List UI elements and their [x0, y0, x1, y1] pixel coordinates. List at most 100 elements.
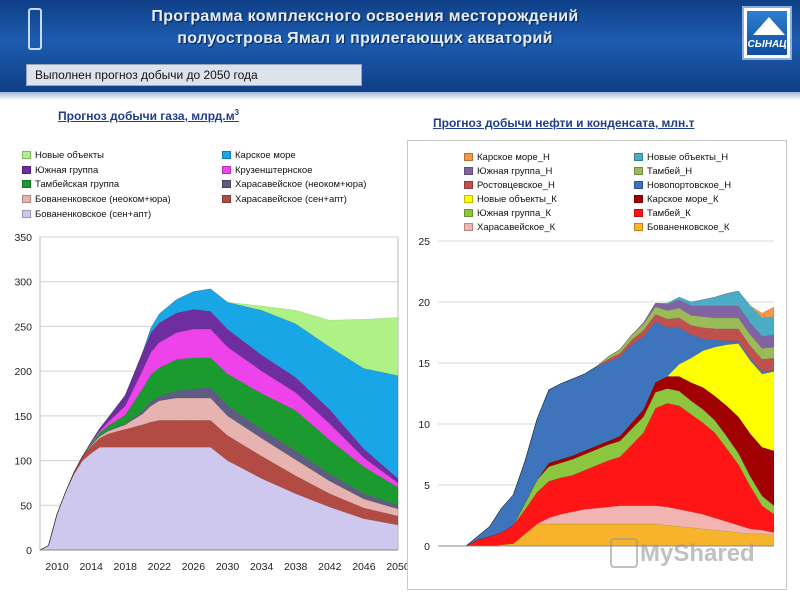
watermark: MyShared [640, 540, 755, 567]
oil-chart: 0 5 10 15 20 25 [418, 236, 775, 553]
legend-label: Новые объекты [35, 150, 105, 161]
legend-label: Новопортовское_Н [647, 180, 732, 191]
gas-x-tick: 2050 [386, 561, 410, 573]
legend-item: Южная группа_К [464, 208, 551, 220]
legend-swatch [634, 209, 643, 217]
logo-mountain-icon [753, 17, 785, 35]
legend-item: Новые объекты_Н [634, 152, 728, 164]
gas-chart-title: Прогноз добычи газа, млрд.м3 [58, 108, 239, 123]
oil-area-5 [454, 343, 775, 547]
page-title: Программа комплексного освоения месторож… [60, 6, 670, 50]
gas-y-tick: 300 [14, 277, 32, 289]
legend-swatch [222, 195, 231, 204]
oil-y-tick: 20 [418, 297, 430, 309]
oil-y-tick: 15 [418, 358, 430, 370]
legend-item: Харасавейское (сен+апт) [222, 194, 347, 206]
company-logo: СЫНАЦ [742, 6, 792, 60]
legend-label: Харасавейское (сен+апт) [235, 194, 347, 206]
header-band [0, 92, 800, 100]
oil-chart-panel: Карское море_Н Новые объекты_Н Южная групп… [407, 140, 787, 590]
legend-swatch [464, 167, 473, 175]
oil-area-8 [454, 306, 775, 547]
legend-item: Новопортовское_Н [634, 180, 731, 192]
forecast-banner: Выполнен прогноз добычи до 2050 года [26, 64, 362, 86]
legend-label: Новые объекты_Н [647, 152, 729, 163]
legend-swatch [22, 151, 31, 159]
legend-item: Карское море_К [634, 194, 719, 206]
legend-item: Тамбей_К [634, 208, 691, 220]
gas-y-tick: 350 [14, 232, 32, 244]
oil-area-7 [454, 313, 775, 547]
legend-item: Карское море [222, 150, 296, 162]
legend-item: Новые объекты [22, 150, 104, 162]
legend-item: Тамбей_Н [634, 166, 692, 178]
gas-x-tick: 2030 [216, 561, 240, 573]
gas-area-4 [39, 357, 399, 551]
gas-y-tick: 150 [14, 411, 32, 423]
oil-y-tick: 25 [418, 236, 430, 248]
legend-swatch [464, 209, 473, 217]
legend-item: Южная группа_Н [464, 166, 552, 178]
gas-x-tick: 2042 [318, 561, 342, 573]
gas-x-tick: 2010 [45, 561, 69, 573]
legend-item: Харасавейское (неоком+юра) [222, 179, 366, 191]
legend-label: Южная группа_Н [477, 166, 553, 177]
title-line-1: Программа комплексного освоения месторож… [151, 8, 579, 25]
gas-x-tick: 2046 [352, 561, 376, 573]
gas-area-7 [39, 288, 399, 551]
gas-area-8 [39, 288, 399, 551]
oil-area-2 [454, 403, 775, 547]
legend-swatch [634, 167, 643, 175]
legend-item: Карское море_Н [464, 152, 550, 164]
oil-y-tick: 5 [424, 480, 430, 492]
watermark-icon [610, 538, 638, 568]
legend-item: Бованенковское (неоком+юра) [22, 194, 171, 206]
gas-x-tick: 2014 [79, 561, 103, 573]
gas-title-text: Прогноз добычи газа, млрд.м [58, 109, 235, 123]
legend-label: Новые объекты_К [477, 194, 557, 205]
legend-swatch [22, 165, 31, 174]
gas-title-sup: 3 [234, 108, 240, 117]
legend-swatch [634, 153, 643, 161]
logo-text: СЫНАЦ [747, 39, 787, 50]
oil-y-tick: 0 [424, 541, 430, 553]
legend-item: Бованенковское_К [634, 222, 729, 234]
gas-area-3 [39, 386, 399, 551]
legend-label: Харасавейское (неоком+юра) [235, 179, 367, 191]
legend-label: Крузенштернское [235, 164, 313, 176]
gas-legend: Новые объекты Карское море Южная группа Кру… [22, 150, 402, 225]
gas-x-tick: 2022 [148, 561, 172, 573]
gas-area-5 [39, 328, 399, 551]
oil-area-6 [454, 321, 775, 547]
legend-label: Южная группа_К [477, 208, 552, 219]
oil-y-tick: 10 [418, 419, 430, 431]
legend-label: Тамбей_Н [647, 166, 693, 177]
oil-area-9 [454, 299, 775, 547]
legend-label: Карское море [235, 150, 296, 161]
legend-swatch [464, 181, 473, 189]
legend-label: Карское море_К [647, 194, 719, 205]
gas-x-tick: 2026 [182, 561, 206, 573]
legend-swatch [464, 153, 473, 161]
legend-swatch [634, 195, 643, 203]
legend-label: Харасавейское_К [477, 222, 556, 233]
legend-swatch [634, 181, 643, 189]
legend-swatch [222, 151, 231, 159]
logo-background: СЫНАЦ [747, 11, 787, 55]
legend-label: Тамбейская группа [35, 179, 120, 191]
legend-swatch [464, 195, 473, 203]
gas-area-1 [39, 420, 399, 551]
header-decor [28, 8, 42, 50]
legend-label: Ростовцевское_Н [477, 180, 555, 191]
legend-swatch [222, 180, 231, 189]
legend-swatch [222, 165, 231, 174]
legend-item: Новые объекты_К [464, 194, 557, 206]
legend-swatch [634, 223, 643, 231]
gas-y-tick: 50 [20, 500, 32, 512]
gas-x-tick: 2034 [250, 561, 274, 573]
legend-label: Бованенковское (сен+апт) [35, 208, 152, 220]
gas-area-2 [39, 397, 399, 551]
legend-item: Южная группа [22, 165, 98, 177]
gas-y-tick: 250 [14, 321, 32, 333]
legend-label: Бованенковское (неоком+юра) [35, 194, 171, 206]
